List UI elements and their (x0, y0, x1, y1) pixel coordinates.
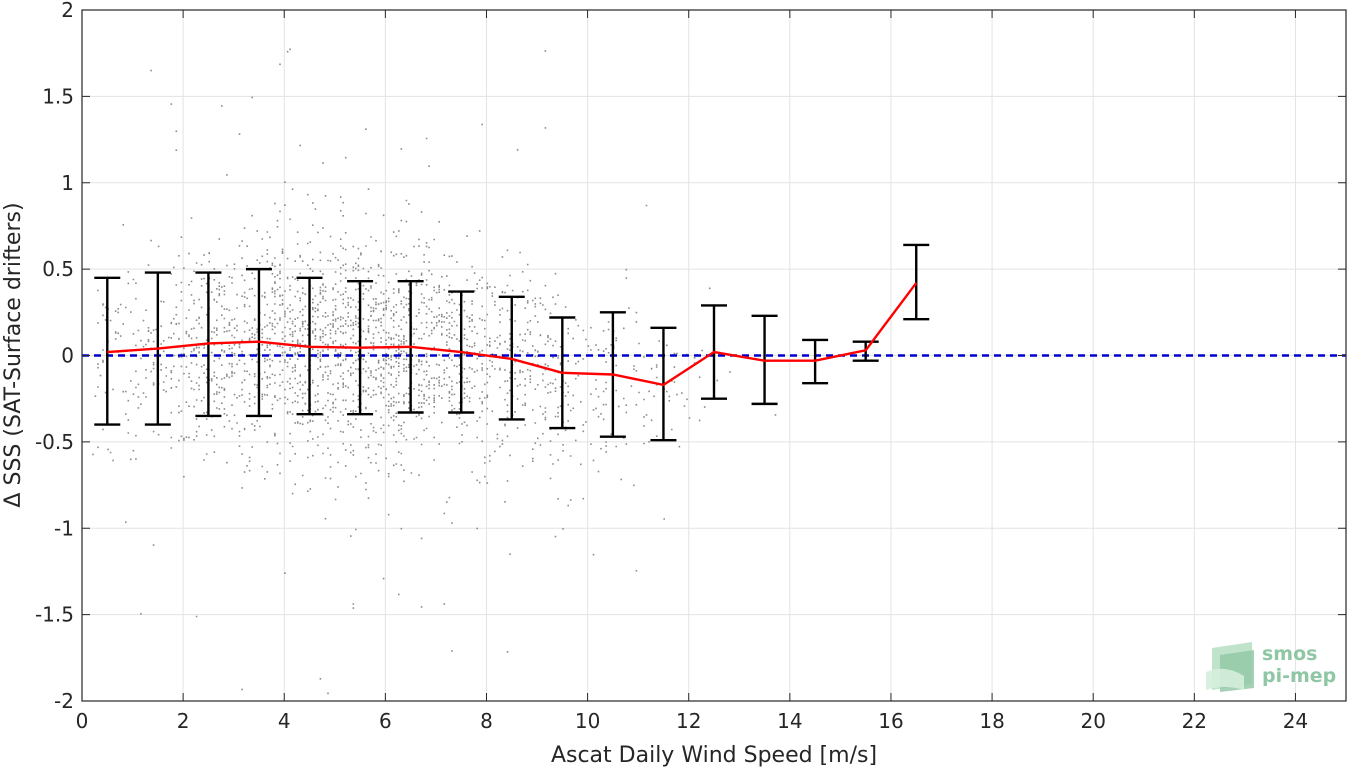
x-tick-label: 22 (1182, 709, 1207, 733)
x-tick-label: 4 (278, 709, 291, 733)
y-tick-label: 0 (61, 344, 74, 368)
svg-text:smos: smos (1262, 643, 1317, 665)
y-tick-label: 2 (61, 0, 74, 22)
mean-line (107, 282, 918, 387)
y-tick-label: 0.5 (42, 257, 74, 281)
x-tick-label: 12 (676, 709, 701, 733)
y-tick-label: -1 (54, 516, 74, 540)
y-axis-ticks: -2 -1.5 -1 -0.5 0 0.5 1 1.5 2 (35, 0, 1346, 713)
x-axis-ticks: 0 2 4 6 8 10 12 14 16 18 20 22 24 (76, 10, 1308, 733)
x-tick-label: 2 (177, 709, 190, 733)
x-tick-label: 8 (480, 709, 493, 733)
x-tick-label: 14 (777, 709, 802, 733)
x-axis-label: Ascat Daily Wind Speed [m/s] (551, 743, 877, 768)
x-tick-label: 6 (379, 709, 392, 733)
svg-text:pi-mep: pi-mep (1262, 665, 1336, 687)
x-tick-label: 20 (1080, 709, 1105, 733)
y-tick-label: 1.5 (42, 84, 74, 108)
x-tick-label: 24 (1283, 709, 1308, 733)
x-tick-label: 16 (878, 709, 903, 733)
y-tick-label: -0.5 (35, 430, 74, 454)
x-tick-label: 18 (979, 709, 1004, 733)
y-tick-label: 1 (61, 171, 74, 195)
x-tick-label: 0 (76, 709, 89, 733)
smos-pi-mep-logo: smos pi-mep (1206, 642, 1336, 692)
x-tick-label: 10 (575, 709, 600, 733)
y-tick-label: -2 (54, 689, 74, 713)
y-tick-label: -1.5 (35, 603, 74, 627)
error-bar (903, 243, 930, 321)
y-axis-label: Δ SSS (SAT-Surface drifters) (1, 202, 26, 507)
